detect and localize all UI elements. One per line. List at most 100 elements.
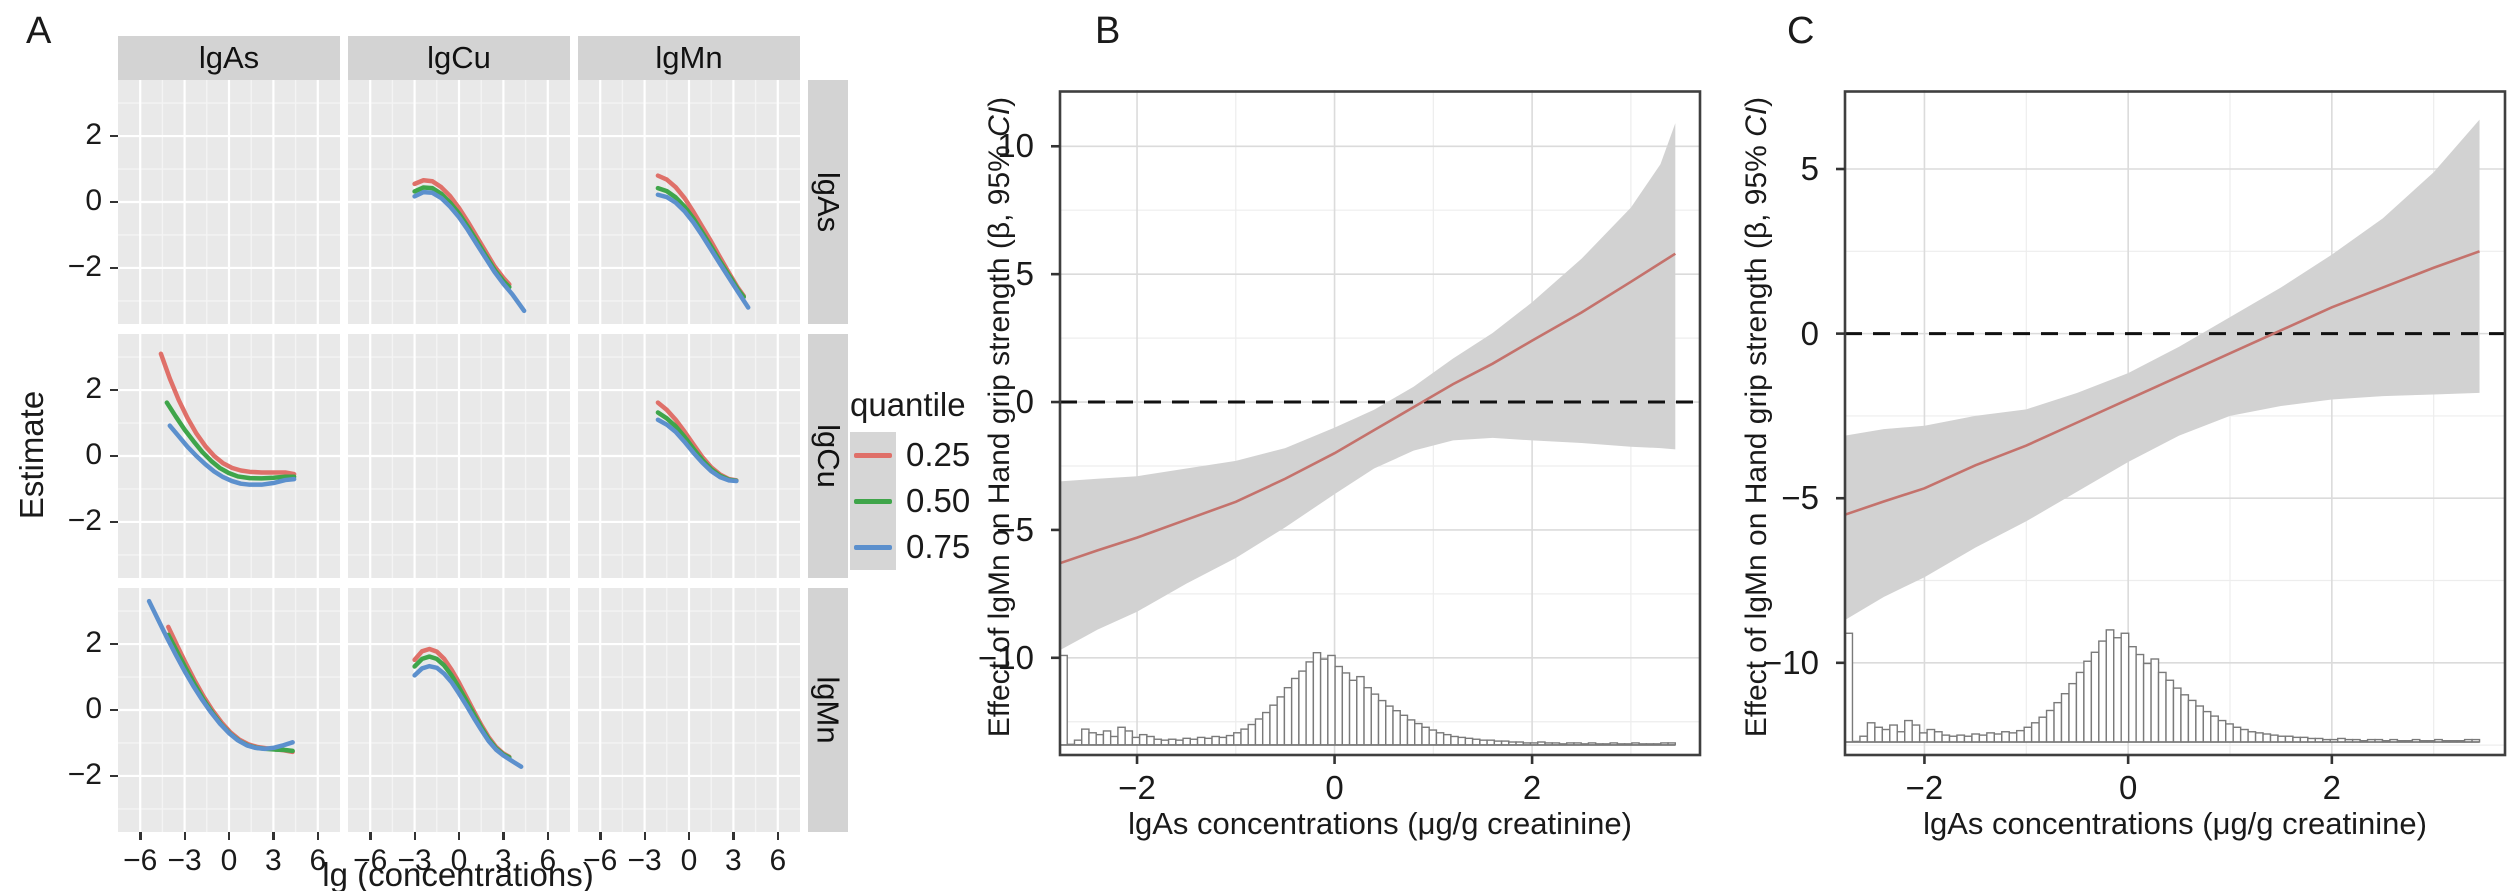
y-tick-label: −2 [67,249,102,283]
panel-a-x-axis-title: lg (concentrations) [322,856,594,891]
y-tick-label: 2 [85,626,102,660]
x-tick-label: −2 [1905,769,1944,806]
x-tick-label: 6 [309,844,327,877]
x-tick-label: 0 [450,844,468,877]
facet-cell-lgCu-lgCu [348,334,570,578]
y-tick-label: 5 [1800,150,1819,187]
panel-c-x-axis-title: lgAs concentrations (μg/g creatinine) [1923,806,2427,841]
x-axis-tick [688,832,691,840]
y-axis-tick [110,520,118,524]
panel-c-y-axis-title: Effect of lgMn on Hand grip strength (β,… [1740,12,1774,822]
legend-key-line-icon [854,498,892,504]
x-axis-tick [546,832,550,840]
x-tick-label: 3 [265,844,282,877]
facet-cell-lgMn-lgAs [118,588,340,832]
facet-row-strip-lgAs: lgAs [808,80,848,324]
y-tick-label: 0 [1015,383,1034,421]
y-axis-tick [110,201,118,204]
facet-row-strip-label: lgAs [811,171,846,233]
x-axis-tick [272,832,275,840]
x-tick-label: 3 [495,844,512,877]
x-tick-label: −3 [627,844,662,877]
y-tick-label: 5 [1015,255,1034,293]
x-axis-tick [369,832,372,840]
x-axis-tick [502,832,505,840]
y-axis-tick [110,774,118,778]
x-tick-label: 6 [769,844,787,877]
y-tick-label: −10 [1763,643,1819,681]
legend-title: quantile [850,386,966,423]
x-tick-label: 3 [725,844,742,877]
facet-row-strip-label: lgCu [811,424,847,488]
x-tick-label: 6 [539,844,557,877]
y-tick-label: −10 [978,638,1034,676]
x-axis-tick [458,832,461,840]
y-tick-label: −5 [1781,479,1819,517]
facet-column-strip-label: lgCu [427,40,491,75]
legend-key [850,432,896,478]
legend-key [850,478,896,524]
facet-column-strip-lgMn: lgMn [578,36,800,80]
y-tick-label: 2 [85,372,102,406]
x-tick-label: 0 [680,844,698,877]
x-axis-tick [228,832,231,840]
legend-entry-label: 0.25 [906,436,971,473]
panel-c-y-title-close: ) [1740,96,1773,107]
panel-c-y-title-italic: CI [1740,106,1773,137]
panel-c-label: C [1787,10,1815,52]
y-tick-label: 0 [85,184,102,217]
y-axis-tick [110,709,118,712]
x-tick-label: −6 [123,844,158,877]
y-tick-label: 0 [85,692,102,725]
y-axis-tick [110,643,118,646]
x-tick-label: 0 [220,844,238,877]
facet-column-strip-label: lgAs [198,40,260,75]
x-axis-tick [643,832,646,840]
panel-b-y-title-close: ) [983,96,1016,107]
legend-key-line-icon [854,544,892,550]
x-tick-label: 0 [2118,769,2138,806]
y-tick-label: 2 [85,118,102,152]
facet-column-strip-label: lgMn [655,40,723,75]
facet-cell-lgAs-lgMn [578,80,800,324]
x-axis-tick [413,832,416,840]
facet-row-strip-lgCu: lgCu [808,334,848,578]
y-tick-label: −2 [67,757,102,791]
y-tick-label: −5 [996,510,1034,548]
x-tick-label: −6 [353,844,388,877]
legend-key-line-icon [854,452,892,458]
y-tick-label: 0 [85,438,102,471]
facet-cell-lgAs-lgCu [348,80,570,324]
facet-cell-lgMn-lgCu [348,588,570,832]
y-tick-label: 10 [997,127,1034,165]
x-tick-label: −3 [167,844,202,877]
panel-b-label: B [1095,10,1121,52]
x-axis-tick [316,832,320,840]
x-axis-tick [599,832,602,840]
x-tick-label: −6 [583,844,618,877]
panel-b-x-axis-title: lgAs concentrations (μg/g creatinine) [1128,806,1632,841]
panel-a-label: A [26,10,52,52]
panel-b-plot [1051,90,1702,764]
facet-cell-lgCu-lgMn [578,334,800,578]
x-axis-tick [776,832,780,840]
panel-c-plot [1836,90,2507,764]
y-tick-label: −2 [67,503,102,537]
legend-entry-label: 0.50 [906,482,971,519]
x-tick-label: 2 [1522,769,1542,806]
legend-entry-q25: 0.25 [850,432,970,478]
legend-key [850,524,896,570]
y-axis-tick [110,266,118,270]
facet-cell-lgAs-lgAs [118,80,340,324]
y-axis-tick [110,389,118,392]
x-axis-tick [183,832,186,840]
facet-row-strip-lgMn: lgMn [808,588,848,832]
facet-column-strip-lgCu: lgCu [348,36,570,80]
x-tick-label: 0 [1325,769,1344,806]
facet-cell-lgMn-lgMn [578,588,800,832]
facet-row-strip-label: lgMn [811,676,847,744]
legend-entry-q75: 0.75 [850,524,970,570]
x-tick-label: 2 [2322,769,2342,806]
y-axis-tick [110,135,118,138]
